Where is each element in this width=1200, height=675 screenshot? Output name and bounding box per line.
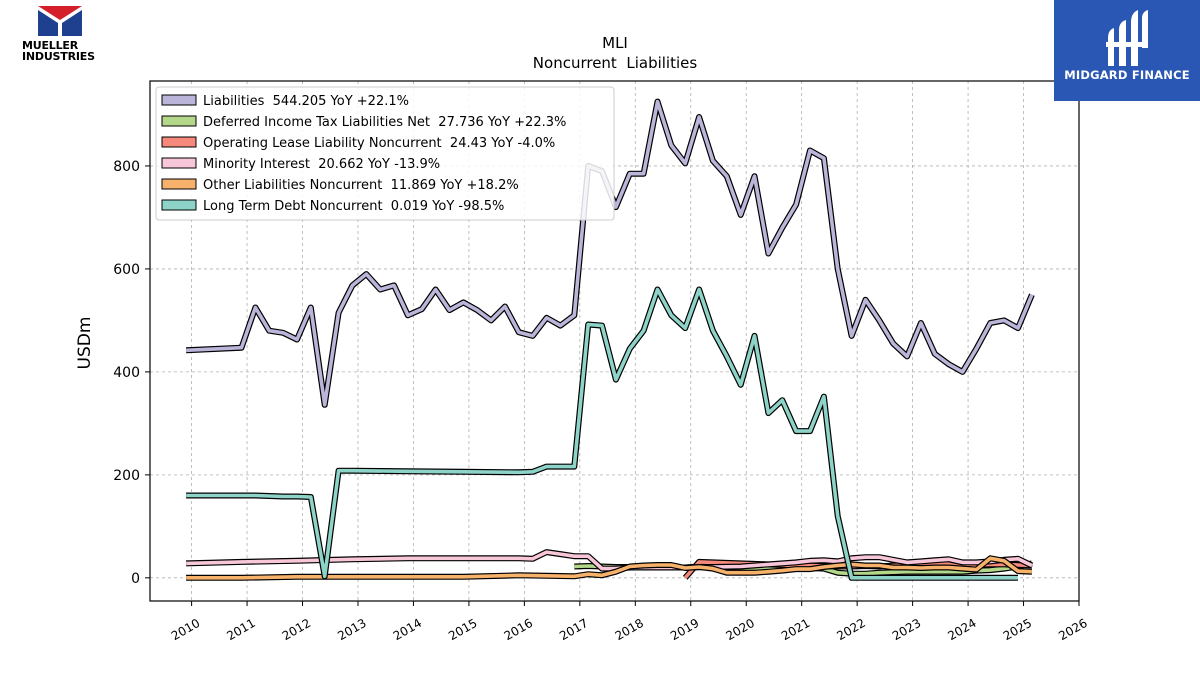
x-tick-label: 2024 — [945, 616, 978, 643]
legend-swatch — [161, 136, 197, 148]
y-tick-label: 0 — [131, 571, 140, 587]
y-axis-ticks: 0 200 400 600 800 — [113, 159, 150, 587]
plot-frame — [149, 80, 1080, 602]
midgard-finance-logo: MIDGARD FINANCE — [1054, 0, 1200, 101]
series-line-3 — [186, 549, 1034, 572]
series-stroke — [186, 550, 1033, 571]
legend-item-1: Deferred Income Tax Liabilities Net 27.7… — [161, 115, 566, 130]
x-tick-label: 2015 — [446, 616, 479, 643]
legend-label: Deferred Income Tax Liabilities Net 27.7… — [203, 115, 566, 130]
legend-label: Minority Interest 20.662 YoY -13.9% — [203, 157, 440, 172]
legend-item-0: Liabilities 544.205 YoY +22.1% — [161, 94, 409, 109]
legend-item-4: Other Liabilities Noncurrent 11.869 YoY … — [161, 178, 519, 193]
midgard-logo-mark — [1106, 10, 1148, 66]
legend-item-5: Long Term Debt Noncurrent 0.019 YoY -98.… — [161, 199, 504, 214]
mueller-industries-logo: MUELLER INDUSTRIES — [22, 6, 98, 64]
midgard-logo-text: MIDGARD FINANCE — [1064, 68, 1190, 82]
x-tick-label: 2016 — [502, 616, 535, 643]
legend-item-2: Operating Lease Liability Noncurrent 24.… — [161, 136, 555, 151]
legend-label: Other Liabilities Noncurrent 11.869 YoY … — [203, 178, 519, 193]
x-tick-label: 2026 — [1056, 616, 1089, 643]
legend-swatch — [161, 157, 197, 169]
chart-title: MLI — [602, 34, 628, 52]
legend-swatch — [161, 115, 197, 127]
legend-label: Operating Lease Liability Noncurrent 24.… — [203, 136, 555, 151]
legend-label: Liabilities 544.205 YoY +22.1% — [203, 94, 409, 109]
y-tick-label: 200 — [113, 468, 140, 484]
y-tick-label: 400 — [113, 365, 140, 381]
chart-subtitle: Noncurrent Liabilities — [533, 54, 698, 72]
series-line-5 — [186, 286, 1018, 581]
series-stroke — [186, 287, 1018, 580]
x-tick-label: 2010 — [169, 616, 202, 643]
x-tick-label: 2019 — [668, 616, 701, 643]
series-line-4 — [186, 555, 1033, 581]
x-tick-label: 2013 — [335, 616, 368, 643]
series-stroke — [186, 556, 1032, 580]
y-tick-label: 800 — [113, 159, 140, 175]
x-tick-label: 2022 — [834, 616, 867, 643]
x-tick-label: 2012 — [280, 616, 313, 643]
y-axis-label: USDm — [75, 317, 95, 370]
legend-label: Long Term Debt Noncurrent 0.019 YoY -98.… — [203, 199, 504, 214]
x-tick-label: 2025 — [1001, 616, 1034, 643]
x-tick-label: 2021 — [779, 616, 812, 643]
series-stroke — [186, 99, 1034, 407]
legend-swatch — [161, 199, 197, 211]
mueller-logo-mark — [38, 6, 82, 36]
x-tick-label: 2017 — [557, 616, 590, 643]
series-lines — [185, 98, 1035, 581]
x-tick-label: 2023 — [890, 616, 923, 643]
legend-box — [155, 86, 615, 221]
legend-item-3: Minority Interest 20.662 YoY -13.9% — [161, 157, 440, 172]
y-tick-label: 600 — [113, 262, 140, 278]
x-tick-label: 2014 — [391, 616, 424, 643]
legend-swatch — [161, 178, 197, 190]
series-line-0 — [185, 98, 1035, 408]
legend: Liabilities 544.205 YoY +22.1% Deferred I… — [155, 86, 615, 221]
x-tick-label: 2020 — [723, 616, 756, 643]
legend-swatch — [161, 94, 197, 106]
x-axis-ticks: 2010 2011 2012 2013 2014 2015 2016 2017 2018 2019… — [169, 601, 1090, 643]
x-tick-label: 2011 — [224, 616, 257, 643]
mueller-logo-text: MUELLER INDUSTRIES — [22, 39, 95, 63]
x-tick-label: 2018 — [613, 616, 646, 643]
